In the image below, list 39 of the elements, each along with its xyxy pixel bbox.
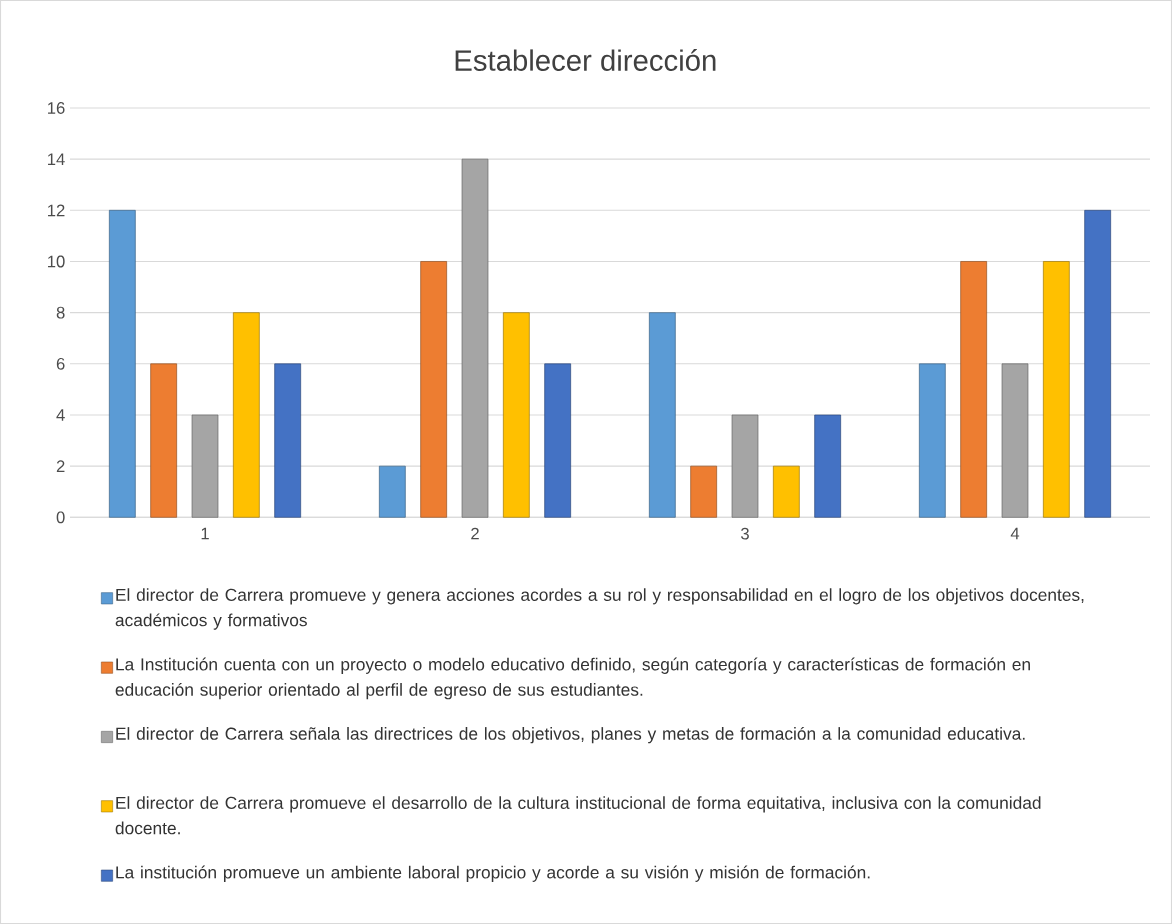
bar xyxy=(233,312,260,518)
bar xyxy=(1084,209,1111,518)
bar xyxy=(731,414,759,518)
bar xyxy=(960,261,988,518)
bar xyxy=(150,363,178,518)
y-tick-label: 4 xyxy=(56,409,65,421)
bar xyxy=(109,209,136,518)
bar xyxy=(274,363,302,518)
y-tick-label: 2 xyxy=(56,460,65,472)
legend-label: El director de Carrera promueve el desarrollo de la cultura institucional de forma equitativa, inclusiva con la comunidad docente. xyxy=(115,796,1041,835)
bar xyxy=(191,414,219,518)
y-tick-label: 16 xyxy=(48,102,65,114)
bar xyxy=(420,261,448,518)
bar xyxy=(690,465,718,518)
bar xyxy=(461,158,489,518)
y-tick-label: 12 xyxy=(48,204,65,217)
chart-title: Establecer dirección xyxy=(455,49,716,71)
x-tick-label: 1 xyxy=(201,527,209,540)
y-tick-label: 14 xyxy=(48,153,65,165)
legend-label: La institución promueve un ambiente laboral propicio y acorde a su visión y misión de formación. xyxy=(116,865,870,882)
x-tick-label: 3 xyxy=(741,527,749,540)
y-tick-label: 0 xyxy=(56,511,65,524)
x-tick-label: 2 xyxy=(471,527,479,540)
bar xyxy=(648,312,676,518)
bar xyxy=(773,465,800,518)
bar xyxy=(378,465,406,518)
bar xyxy=(1042,261,1070,518)
legend-label: El director de Carrera promueve y genera acciones acordes a su rol y responsabilidad en el logro de los objetivos docentes, académicos y formativos xyxy=(115,588,1084,630)
bar xyxy=(544,363,572,518)
y-tick-label: 10 xyxy=(48,255,65,268)
x-tick-label: 4 xyxy=(1010,527,1020,540)
y-tick-label: 8 xyxy=(56,306,65,319)
legend-label: La Institución cuenta con un proyecto o modelo educativo definido, según categoría y características de formación en educación superior orientado al perfil de egreso de sus estudiantes. xyxy=(115,657,1030,700)
bar xyxy=(918,363,946,518)
bar xyxy=(503,312,530,518)
bar xyxy=(1001,363,1029,518)
legend-label: El director de Carrera señala las directrices de los objetivos, planes y metas de formación a la comunidad educativa. xyxy=(116,726,1025,744)
bar xyxy=(814,414,842,518)
y-tick-label: 6 xyxy=(56,357,65,370)
